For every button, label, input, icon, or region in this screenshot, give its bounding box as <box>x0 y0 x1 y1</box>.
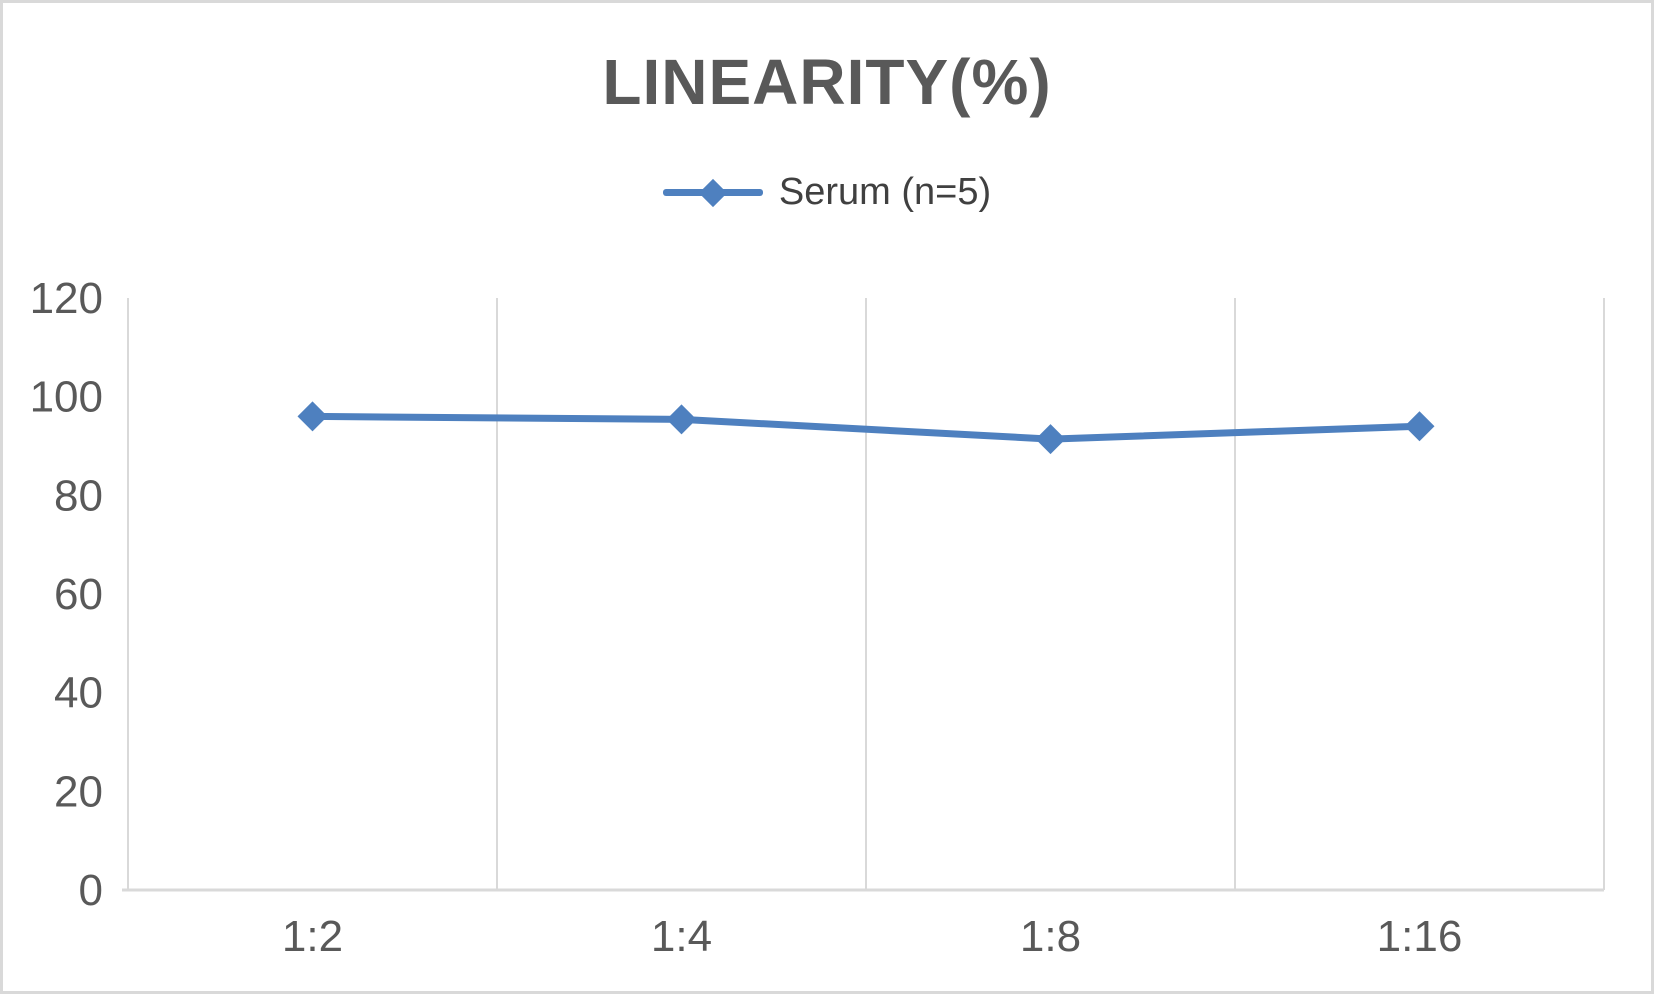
x-axis-tick-label: 1:2 <box>282 912 343 961</box>
legend-series-line <box>662 178 763 207</box>
y-axis-tick-label: 120 <box>30 274 103 323</box>
series-line <box>309 412 1423 443</box>
chart-title: LINEARITY(%) <box>602 46 1052 118</box>
x-axis-tick-label: 1:16 <box>1377 912 1463 961</box>
plot-area: 0 20 40 60 80 100 120 1:2 1:4 1:8 1:16 <box>30 274 1605 961</box>
data-point-marker <box>1035 424 1066 455</box>
y-axis-tick-label: 0 <box>79 866 103 915</box>
data-point-marker <box>1404 411 1435 442</box>
legend-series-label: Serum (n=5) <box>778 171 992 213</box>
y-axis-tick-label: 60 <box>54 570 103 619</box>
x-axis-tick-label: 1:4 <box>651 912 712 961</box>
legend: Serum (n=5) <box>3 171 1651 214</box>
data-point-marker <box>666 404 697 435</box>
x-axis-tick-label: 1:8 <box>1020 912 1081 961</box>
y-axis-tick-label: 40 <box>54 669 103 718</box>
y-axis-tick-label: 80 <box>54 471 103 520</box>
y-axis-tick-label: 20 <box>54 767 103 816</box>
y-axis-tick-label: 100 <box>30 373 103 422</box>
data-point-marker <box>297 401 328 432</box>
